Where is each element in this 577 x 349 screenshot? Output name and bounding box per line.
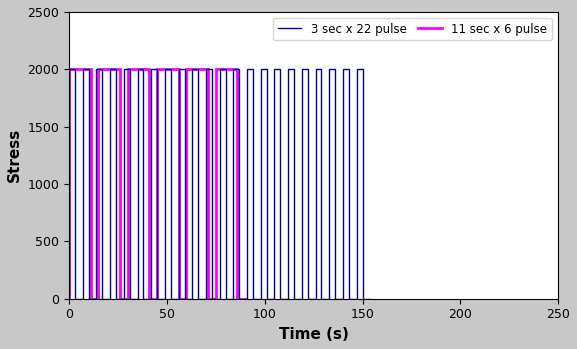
11 sec x 6 pulse — [87, 67, 94, 72]
11 sec x 6 pulse — [204, 67, 211, 72]
11 sec x 6 pulse — [183, 297, 190, 301]
11 sec x 6 pulse — [175, 67, 182, 72]
11 sec x 6 pulse — [146, 67, 153, 72]
11 sec x 6 pulse — [124, 67, 131, 72]
Line: 3 sec x 22 pulse: 3 sec x 22 pulse — [69, 69, 370, 299]
11 sec x 6 pulse — [212, 297, 219, 301]
11 sec x 6 pulse — [124, 297, 131, 301]
11 sec x 6 pulse — [146, 297, 153, 301]
Y-axis label: Stress: Stress — [7, 128, 22, 183]
11 sec x 6 pulse — [153, 297, 160, 301]
11 sec x 6 pulse — [153, 297, 160, 301]
11 sec x 6 pulse — [183, 297, 190, 301]
11 sec x 6 pulse — [153, 67, 160, 72]
11 sec x 6 pulse — [212, 67, 219, 72]
11 sec x 6 pulse — [95, 67, 102, 72]
11 sec x 6 pulse — [66, 297, 73, 301]
11 sec x 6 pulse — [234, 297, 241, 301]
11 sec x 6 pulse — [95, 297, 102, 301]
3 sec x 22 pulse — [367, 297, 374, 301]
11 sec x 6 pulse — [234, 67, 241, 72]
3 sec x 22 pulse — [153, 297, 160, 301]
3 sec x 22 pulse — [66, 67, 73, 72]
11 sec x 6 pulse — [117, 297, 123, 301]
11 sec x 6 pulse — [242, 297, 249, 301]
11 sec x 6 pulse — [212, 297, 219, 301]
11 sec x 6 pulse — [95, 297, 102, 301]
3 sec x 22 pulse — [277, 297, 284, 301]
11 sec x 6 pulse — [117, 67, 123, 72]
Legend: 3 sec x 22 pulse, 11 sec x 6 pulse: 3 sec x 22 pulse, 11 sec x 6 pulse — [273, 18, 552, 40]
3 sec x 22 pulse — [359, 67, 366, 72]
3 sec x 22 pulse — [66, 297, 73, 301]
11 sec x 6 pulse — [175, 297, 182, 301]
Line: 11 sec x 6 pulse: 11 sec x 6 pulse — [69, 69, 245, 299]
3 sec x 22 pulse — [346, 297, 353, 301]
11 sec x 6 pulse — [204, 297, 211, 301]
3 sec x 22 pulse — [216, 297, 223, 301]
X-axis label: Time (s): Time (s) — [279, 327, 349, 342]
11 sec x 6 pulse — [66, 67, 73, 72]
11 sec x 6 pulse — [124, 297, 131, 301]
11 sec x 6 pulse — [183, 67, 190, 72]
11 sec x 6 pulse — [87, 297, 94, 301]
3 sec x 22 pulse — [203, 67, 209, 72]
